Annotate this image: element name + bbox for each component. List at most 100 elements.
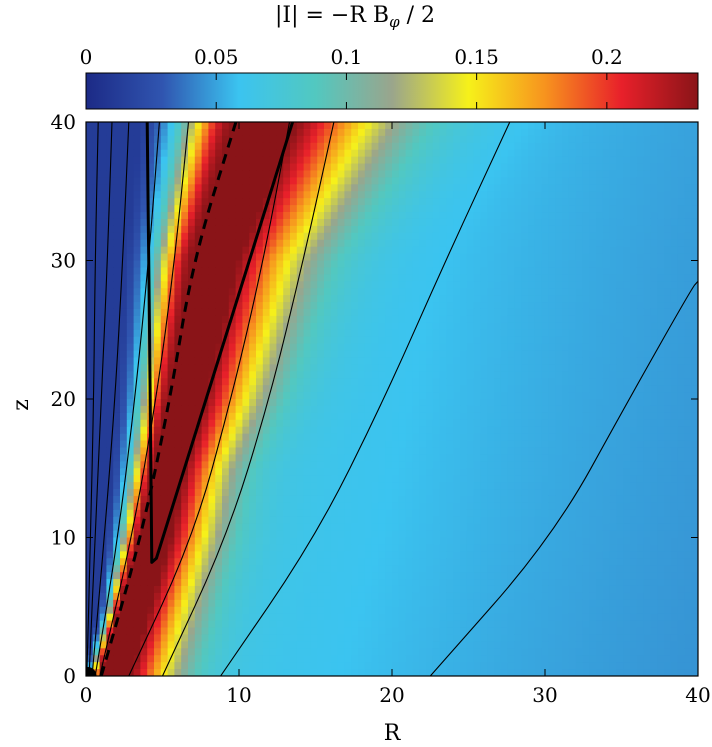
heatmap-cell <box>330 149 339 158</box>
heatmap-cell <box>351 260 359 269</box>
heatmap-cell <box>167 288 175 296</box>
heatmap-cell <box>555 302 563 310</box>
heatmap-cell <box>147 302 155 310</box>
heatmap-cell <box>670 128 679 137</box>
heatmap-cell <box>160 378 169 386</box>
heatmap-cell <box>276 135 284 144</box>
heatmap-cell <box>364 274 373 282</box>
heatmap-cell <box>317 142 325 151</box>
heatmap-cell <box>432 357 441 365</box>
heatmap-cell <box>677 350 685 359</box>
heatmap-cell <box>242 405 250 414</box>
heatmap-cell <box>337 239 345 248</box>
heatmap-cell <box>630 246 638 255</box>
heatmap-cell <box>303 489 311 497</box>
heatmap-cell <box>269 281 277 289</box>
heatmap-cell <box>337 177 345 185</box>
heatmap-cell <box>636 198 645 206</box>
heatmap-cell <box>657 274 665 282</box>
heatmap-cell <box>194 399 203 407</box>
heatmap-cell <box>276 336 284 345</box>
heatmap-cell <box>460 350 468 359</box>
heatmap-cell <box>296 357 305 365</box>
heatmap-cell <box>507 433 515 442</box>
heatmap-cell <box>167 371 175 379</box>
heatmap-cell <box>677 322 685 331</box>
heatmap-cell <box>364 357 373 365</box>
heatmap-cell <box>194 232 203 241</box>
heatmap-cell <box>310 218 318 227</box>
heatmap-cell <box>670 364 679 372</box>
heatmap-cell <box>439 447 447 455</box>
heatmap-cell <box>432 433 441 442</box>
heatmap-cell <box>147 205 155 213</box>
heatmap-cell <box>609 156 617 165</box>
heatmap-cell <box>582 135 590 144</box>
heatmap-cell <box>235 475 243 483</box>
heatmap-cell <box>262 426 271 435</box>
heatmap-cell <box>378 218 386 227</box>
heatmap-cell <box>623 357 631 365</box>
title-main: |I| = −R B <box>275 3 389 28</box>
heatmap-cell <box>602 468 611 476</box>
heatmap-cell <box>276 482 284 490</box>
heatmap-cell <box>534 475 543 483</box>
heatmap-cell <box>92 350 101 359</box>
heatmap-cell <box>507 405 515 414</box>
heatmap-cell <box>480 433 488 442</box>
heatmap-cell <box>317 461 325 469</box>
heatmap-cell <box>541 191 549 199</box>
heatmap-cell <box>657 315 665 324</box>
heatmap-cell <box>133 315 141 324</box>
heatmap-cell <box>358 135 366 144</box>
heatmap-cell <box>670 329 679 338</box>
heatmap-cell <box>439 392 447 400</box>
heatmap-cell <box>405 482 413 490</box>
heatmap-cell <box>419 364 427 372</box>
heatmap-cell <box>657 177 665 185</box>
heatmap-cell <box>466 128 475 137</box>
heatmap-cell <box>541 454 549 462</box>
heatmap-cell <box>541 322 549 331</box>
heatmap-cell <box>623 260 631 269</box>
heatmap-cell <box>358 142 366 151</box>
heatmap-cell <box>371 253 379 262</box>
heatmap-cell <box>290 489 298 497</box>
heatmap-cell <box>670 495 679 504</box>
heatmap-cell <box>392 246 400 255</box>
heatmap-cell <box>235 232 243 241</box>
heatmap-cell <box>256 357 264 365</box>
heatmap-cell <box>534 239 543 248</box>
heatmap-cell <box>514 205 522 213</box>
heatmap-cell <box>643 246 651 255</box>
heatmap-cell <box>473 419 481 428</box>
heatmap-cell <box>160 461 169 469</box>
heatmap-cell <box>188 170 196 178</box>
heatmap-cell <box>521 288 529 296</box>
heatmap-cell <box>636 170 645 178</box>
heatmap-cell <box>283 149 291 158</box>
heatmap-cell <box>426 419 434 428</box>
heatmap-cell <box>630 412 638 421</box>
heatmap-cell <box>582 267 590 275</box>
heatmap-cell <box>575 156 583 165</box>
heatmap-cell <box>276 177 284 185</box>
heatmap-cell <box>344 246 352 255</box>
heatmap-cell <box>303 468 311 476</box>
heatmap-cell <box>575 128 583 137</box>
heatmap-cell <box>500 156 509 165</box>
heatmap-cell <box>636 357 645 365</box>
heatmap-cell <box>330 253 339 262</box>
heatmap-cell <box>303 399 311 407</box>
heatmap-cell <box>337 405 345 414</box>
heatmap-cell <box>616 142 624 151</box>
heatmap-cell <box>378 198 386 206</box>
heatmap-cell <box>296 274 305 282</box>
heatmap-cell <box>337 142 345 151</box>
heatmap-cell <box>106 315 114 324</box>
heatmap-cell <box>405 253 413 262</box>
heatmap-cell <box>140 308 148 317</box>
heatmap-cell <box>636 364 645 372</box>
heatmap-cell <box>310 198 318 206</box>
heatmap-cell <box>324 205 332 213</box>
